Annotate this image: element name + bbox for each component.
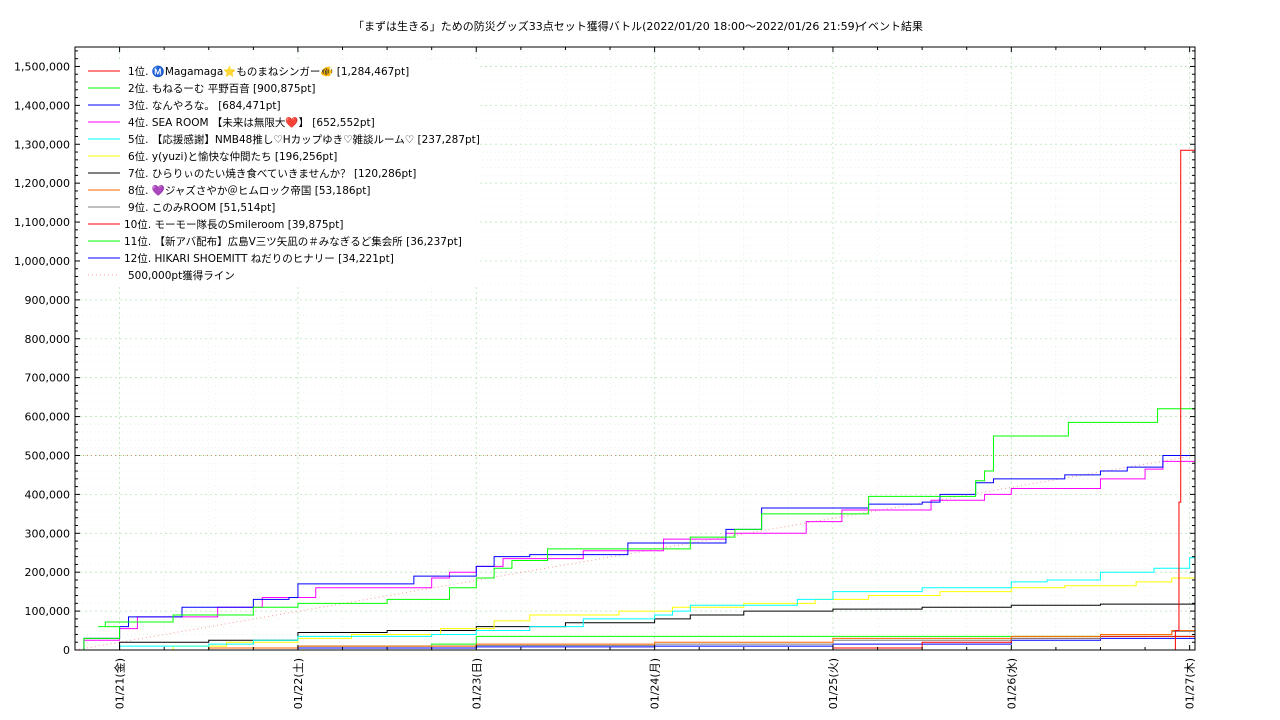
legend-entry: 2位. もねるーむ 平野百音 [900,875pt] [128, 82, 315, 95]
x-tick-label: 01/24(月) [649, 658, 662, 709]
legend-entry: 3位. なんやろな。 [684,471pt] [128, 99, 281, 112]
x-tick-label: 01/22(土) [292, 658, 305, 709]
y-tick-label: 300,000 [25, 527, 71, 540]
y-axis: 0 100,000 200,000 300,000 400,000 500,000 600,… [14, 50, 1195, 657]
legend: 1位. Ⓜ️Magamaga⭐ものまねシンガー🐠 [1,284,467pt] 2位… [80, 60, 480, 286]
series-line-4 [75, 460, 1195, 651]
y-tick-label: 0 [63, 644, 70, 657]
y-tick-label: 700,000 [25, 372, 71, 385]
legend-entry: 1位. Ⓜ️Magamaga⭐ものまねシンガー🐠 [1,284,467pt] [128, 65, 409, 78]
legend-entry: 10位. モーモー隊長のSmileroom [39,875pt] [124, 218, 343, 231]
legend-entry: 7位. ひらりぃのたい焼き食べていきませんか？ [120,286pt] [128, 167, 416, 180]
legend-entry: 5位. 【応援感謝】NMB48推し♡Hカップゆき♡雑談ルーム♡ [237,287… [128, 133, 480, 146]
y-tick-label: 1,500,000 [14, 60, 70, 73]
legend-entry: 8位. 💜ジャズさやか＠ヒムロック帝国 [53,186pt] [128, 184, 370, 197]
x-tick-label: 01/27(木) [1184, 658, 1197, 709]
x-tick-label: 01/23(日) [470, 658, 483, 709]
y-tick-label: 800,000 [25, 333, 71, 346]
reference-lines [74, 454, 1196, 651]
plot-frame [74, 46, 1196, 651]
chart-title: 「まずは生きる」ための防災グッズ33点セット獲得バトル(2022/01/20 1… [353, 19, 859, 33]
y-tick-label: 1,200,000 [14, 177, 70, 190]
grid [75, 47, 1195, 651]
series-line-3 [75, 454, 1195, 651]
x-tick-label: 01/26(水) [1005, 658, 1018, 709]
legend-entry: 4位. SEA ROOM 【未来は無限大❤️】 [652,552pt] [128, 116, 375, 129]
legend-entry: 500,000pt獲得ライン [128, 269, 235, 282]
y-tick-label: 200,000 [25, 566, 71, 579]
y-tick-label: 400,000 [25, 488, 71, 501]
y-tick-label: 1,000,000 [14, 255, 70, 268]
x-tick-label: 01/25(火) [827, 658, 840, 709]
y-tick-label: 100,000 [25, 605, 71, 618]
reference-line-500k [74, 454, 1196, 651]
legend-entry: 9位. このみROOM [51,514pt] [128, 201, 275, 214]
series-line-5 [75, 557, 1196, 651]
x-axis: 01/21(金) 01/22(土) 01/23(日) 01/24(月) 01/25(火)… [113, 47, 1197, 709]
y-tick-label: 1,400,000 [14, 99, 70, 112]
y-tick-label: 500,000 [25, 449, 71, 462]
chart-subtitle: イベント結果 [857, 19, 923, 33]
x-tick-label: 01/21(金) [113, 658, 127, 709]
y-tick-label: 1,100,000 [14, 216, 70, 229]
legend-entry: 6位. y(yuzi)と愉快な仲間たち [196,256pt] [128, 150, 337, 163]
legend-entry: 11位. 【新アバ配布】広島V三ツ矢凪の＃みなぎるど集会所 [36,237pt] [124, 235, 462, 248]
y-tick-label: 1,300,000 [14, 138, 70, 151]
legend-entry: 12位. HIKARI SHOEMITT ねだりのヒナリー [34,221pt] [124, 252, 394, 265]
legend-background [80, 60, 480, 286]
series-line-2 [75, 393, 1196, 651]
y-tick-label: 900,000 [25, 294, 71, 307]
y-tick-label: 600,000 [25, 411, 71, 424]
